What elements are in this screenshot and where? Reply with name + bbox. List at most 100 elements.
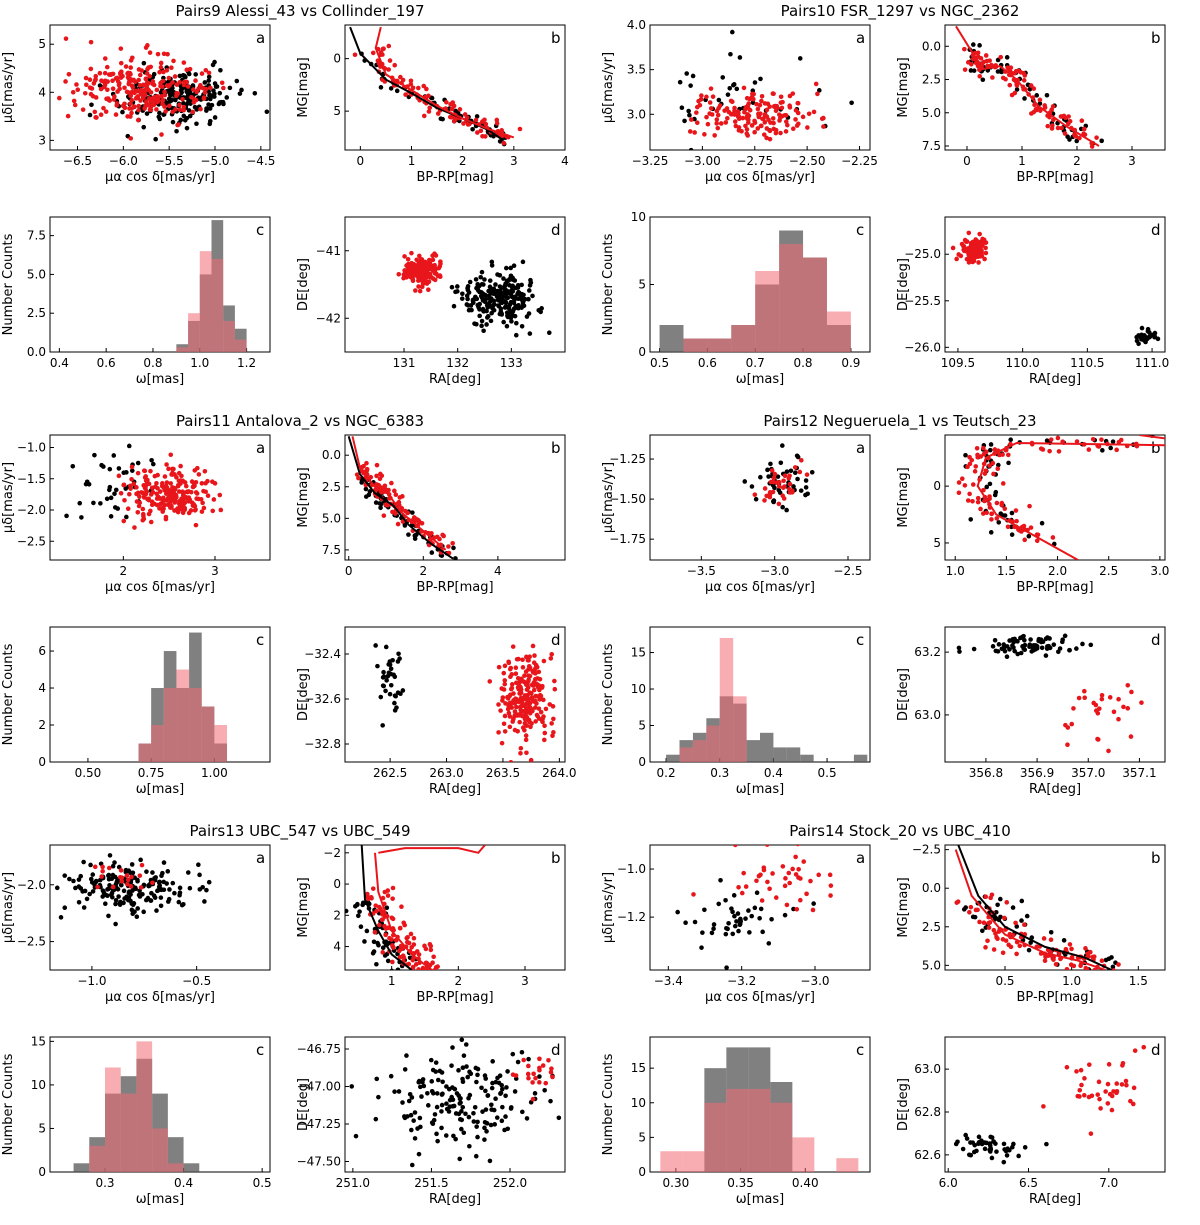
star-point-cluster2: [426, 287, 431, 293]
y-tick-label: −46.75: [297, 1042, 341, 1056]
star-point-cluster2: [421, 83, 427, 89]
panel-letter: d: [1151, 221, 1161, 239]
star-point-cluster1: [1067, 647, 1072, 653]
star-point-cluster1: [957, 649, 962, 654]
star-point-cluster2: [162, 487, 168, 493]
star-point-cluster2: [1047, 448, 1052, 454]
star-point-cluster2: [125, 881, 130, 887]
star-point-cluster1: [415, 972, 420, 977]
star-point-cluster1: [734, 86, 740, 92]
star-point-cluster2: [154, 502, 160, 508]
star-point-cluster2: [148, 468, 153, 474]
star-point-cluster1: [998, 511, 1004, 516]
star-point-cluster1: [485, 1093, 491, 1098]
star-point-cluster1: [794, 453, 800, 459]
star-point-cluster1: [731, 82, 737, 87]
star-point-cluster1: [128, 898, 133, 904]
star-point-cluster1: [90, 872, 96, 877]
star-point-cluster1: [809, 469, 815, 475]
star-point-cluster2: [506, 660, 512, 666]
star-point-cluster2: [528, 757, 534, 762]
star-point-cluster2: [525, 699, 531, 705]
star-point-cluster2: [118, 60, 124, 66]
star-point-cluster2: [1078, 1067, 1084, 1073]
star-point-cluster2: [1045, 123, 1051, 129]
star-point-cluster1: [360, 900, 366, 906]
star-point-cluster1: [995, 649, 1001, 654]
hist-bar-cluster2: [189, 688, 202, 762]
star-point-cluster1: [212, 115, 218, 120]
star-point-cluster1: [388, 682, 394, 688]
hist-bar-cluster2: [704, 1102, 727, 1172]
star-point-cluster2: [1116, 716, 1121, 722]
star-point-cluster2: [798, 876, 803, 881]
star-point-cluster2: [408, 78, 414, 84]
x-tick-label: 356.8: [969, 766, 1003, 780]
star-point-cluster2: [150, 81, 155, 87]
star-point-cluster2: [451, 103, 457, 109]
pair-id: Pairs14: [789, 822, 849, 840]
x-tick-label: 3: [521, 974, 529, 988]
panel-letter: d: [1151, 631, 1161, 649]
x-tick-label: 133: [500, 356, 523, 370]
x-tick-label: 0.75: [138, 766, 165, 780]
star-point-cluster2: [518, 684, 523, 690]
star-point-cluster1: [1028, 637, 1033, 642]
star-point-cluster2: [392, 488, 397, 494]
star-point-cluster2: [793, 854, 798, 860]
star-point-cluster1: [477, 313, 482, 319]
star-point-cluster2: [764, 107, 770, 113]
star-point-cluster2: [397, 954, 403, 960]
star-point-cluster2: [762, 113, 768, 119]
star-point-cluster2: [547, 702, 553, 707]
star-point-cluster2: [364, 460, 369, 466]
star-point-cluster1: [780, 443, 785, 448]
star-point-cluster2: [175, 509, 181, 515]
star-point-cluster2: [995, 936, 1000, 942]
star-point-cluster2: [97, 70, 103, 76]
star-point-cluster1: [754, 890, 760, 896]
star-point-cluster1: [129, 907, 135, 913]
star-point-cluster1: [212, 91, 217, 97]
star-point-cluster1: [381, 683, 387, 689]
plot-area: [675, 845, 834, 970]
star-point-cluster1: [466, 1095, 471, 1101]
star-point-cluster1: [993, 909, 999, 915]
star-point-cluster1: [484, 1121, 490, 1126]
star-point-cluster1: [758, 474, 763, 480]
y-tick-label: −1.25: [609, 452, 646, 466]
star-point-cluster2: [84, 82, 89, 88]
star-point-cluster1: [501, 276, 506, 281]
star-point-cluster2: [987, 58, 992, 63]
star-point-cluster1: [519, 1049, 525, 1055]
star-point-cluster1: [187, 89, 193, 95]
star-point-cluster2: [502, 713, 508, 719]
star-point-cluster1: [690, 73, 696, 79]
star-point-cluster2: [1116, 962, 1121, 967]
star-point-cluster2: [759, 898, 765, 903]
star-point-cluster1: [1100, 448, 1105, 453]
star-point-cluster1: [504, 265, 509, 271]
star-point-cluster1: [724, 965, 729, 970]
star-point-cluster1: [376, 1094, 381, 1100]
star-point-cluster1: [392, 708, 398, 713]
star-point-cluster2: [1082, 695, 1088, 701]
star-point-cluster2: [113, 112, 119, 117]
star-point-cluster2: [513, 671, 519, 677]
y-axis-label: μδ[mas/yr]: [1, 52, 16, 123]
star-point-cluster2: [431, 954, 436, 960]
star-point-cluster1: [688, 83, 693, 88]
y-tick-label: −41: [316, 244, 341, 258]
star-point-cluster1: [177, 73, 183, 79]
star-point-cluster1: [483, 296, 489, 302]
y-tick-label: 0: [638, 1165, 646, 1179]
star-point-cluster1: [121, 888, 127, 894]
star-point-cluster2: [1071, 706, 1076, 711]
star-point-cluster1: [389, 968, 394, 970]
star-point-cluster2: [517, 719, 522, 725]
star-point-cluster2: [82, 90, 88, 96]
star-point-cluster1: [118, 882, 124, 888]
star-point-cluster2: [967, 491, 972, 497]
